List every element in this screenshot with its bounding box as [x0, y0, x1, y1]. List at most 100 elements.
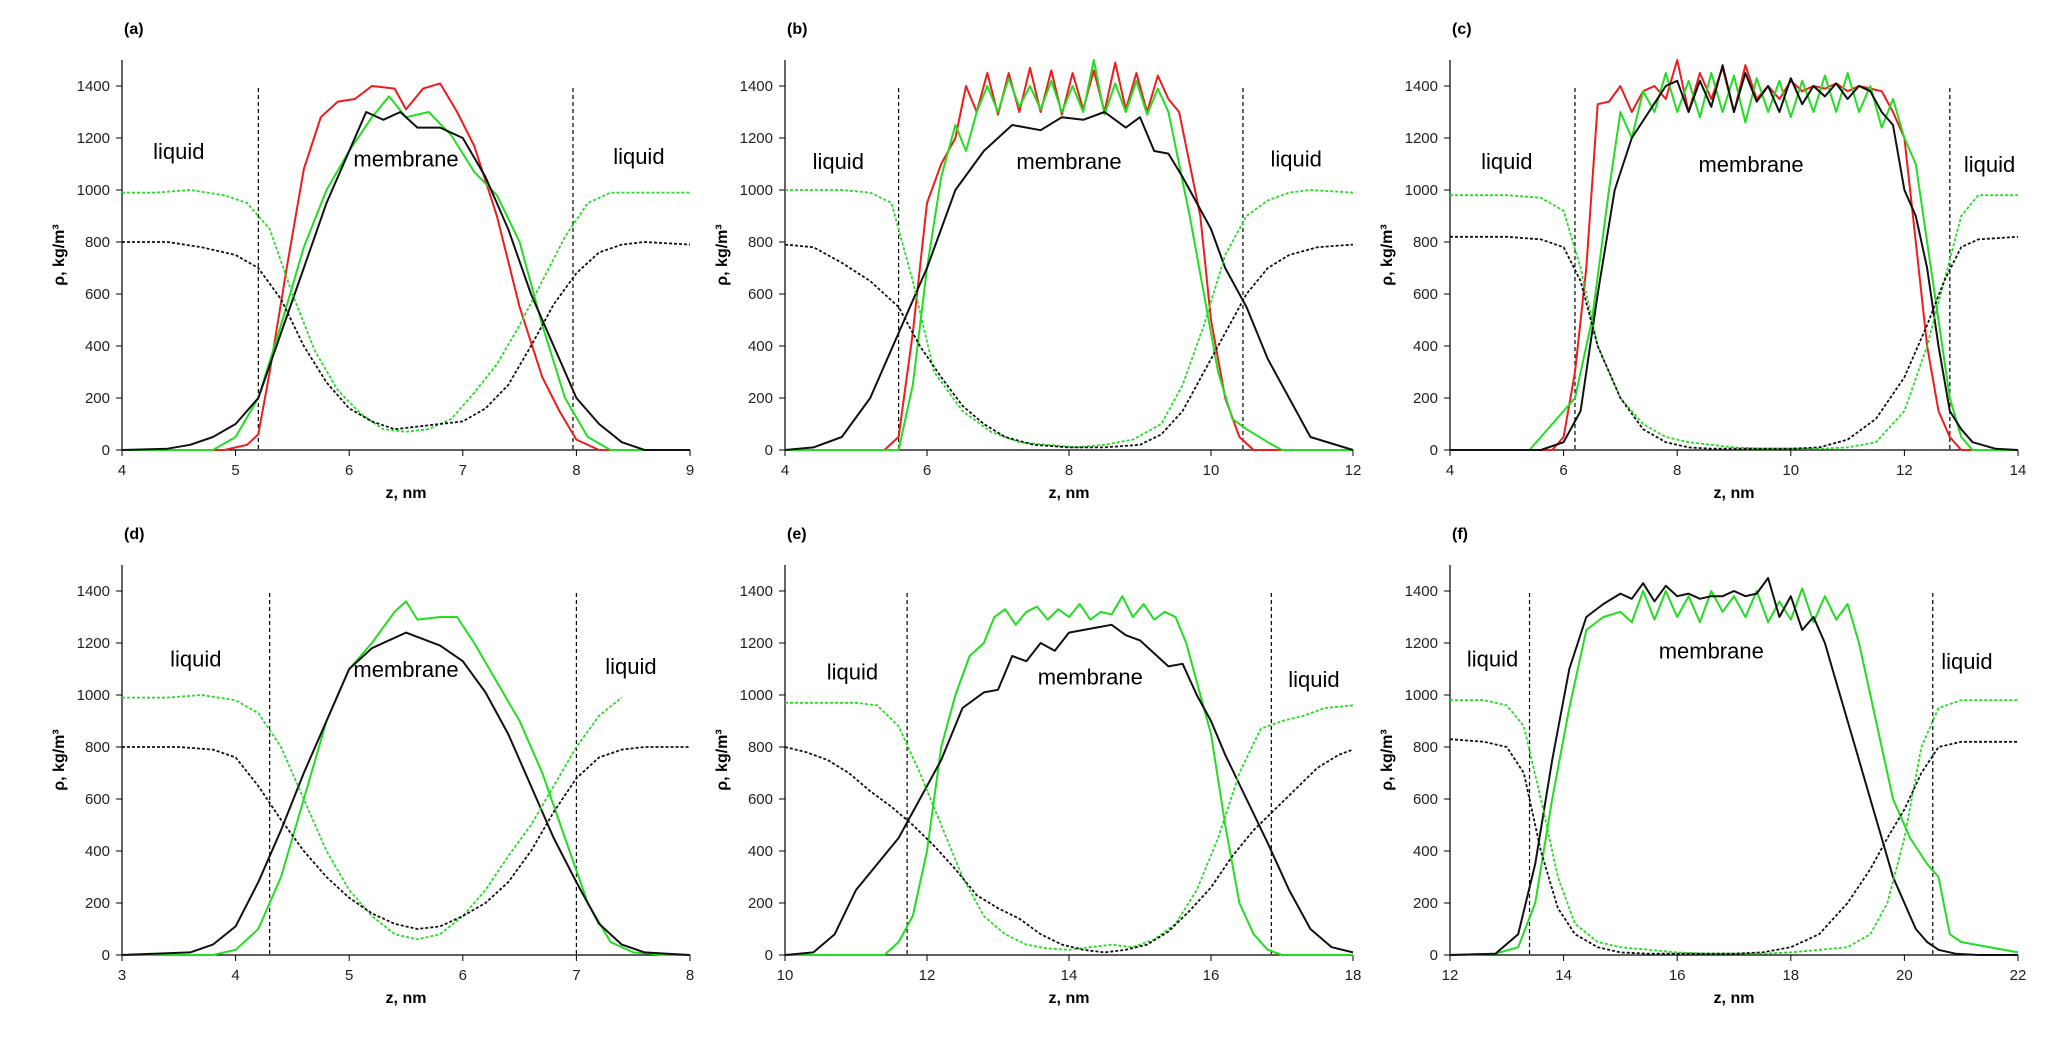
- series-line-black-dashed: [784, 243, 1354, 449]
- chart-panel-5: 0 200 400 600 800 1000 1200 1400 10 12 14 16 18 z, nm…: [714, 526, 1361, 1007]
- y-axis-label: ρ, kg/m³: [1379, 729, 1396, 790]
- y-tick-label: 400: [1413, 338, 1438, 355]
- panel-label: (f): [1452, 526, 1468, 543]
- x-tick-label: 4: [118, 462, 126, 479]
- x-tick-label: 4: [1446, 462, 1454, 479]
- region-annotation: membrane: [353, 147, 458, 172]
- chart-panel-3: 0 200 400 600 800 1000 1200 1400 4 6 8 10 12 14 z, nm ρ…: [1379, 21, 2026, 502]
- x-tick-label: 6: [923, 462, 931, 479]
- x-tick-label: 8: [1673, 462, 1681, 479]
- x-tick-label: 8: [686, 967, 694, 984]
- series-line-black-solid: [784, 623, 1354, 956]
- y-tick-label: 1200: [77, 635, 110, 652]
- y-tick-label: 200: [1413, 390, 1438, 407]
- y-tick-label: 800: [85, 234, 110, 251]
- x-tick-label: 7: [459, 462, 467, 479]
- series-line-red-solid: [1450, 59, 2018, 451]
- region-annotation: liquid: [1481, 149, 1532, 174]
- x-axis-label: z, nm: [386, 485, 427, 502]
- x-tick-label: 12: [1442, 967, 1459, 984]
- panel-label: (b): [787, 21, 807, 38]
- region-annotation: liquid: [1964, 152, 2015, 177]
- x-tick-label: 14: [1061, 967, 1078, 984]
- x-tick-label: 6: [459, 967, 467, 984]
- y-tick-label: 1200: [740, 635, 773, 652]
- chart-panel-6: 0 200 400 600 800 1000 1200 1400 12 14 16 18 20 22 z, …: [1379, 526, 2026, 1007]
- y-tick-label: 0: [1430, 947, 1438, 964]
- region-annotation: liquid: [605, 654, 656, 679]
- x-tick-label: 14: [1555, 967, 1572, 984]
- y-tick-label: 1400: [77, 583, 110, 600]
- y-tick-label: 0: [102, 442, 110, 459]
- region-annotation: liquid: [1288, 667, 1339, 692]
- x-axis-label: z, nm: [1714, 990, 1755, 1007]
- series-line-green-dashed: [1450, 699, 2018, 955]
- chart-panel-1: 0 200 400 600 800 1000 1200 1400 4 5 6 7 8 9 z, nm ρ, k…: [51, 21, 694, 502]
- region-annotation: membrane: [1698, 152, 1803, 177]
- y-tick-label: 600: [748, 791, 773, 808]
- y-tick-label: 1200: [1405, 130, 1438, 147]
- x-tick-label: 3: [118, 967, 126, 984]
- series-line-black-solid: [121, 111, 690, 451]
- y-axis-label: ρ, kg/m³: [51, 729, 68, 790]
- y-tick-label: 1200: [740, 130, 773, 147]
- panel-label: (a): [124, 21, 144, 38]
- x-tick-label: 4: [231, 967, 239, 984]
- y-tick-label: 600: [1413, 791, 1438, 808]
- y-tick-label: 600: [1413, 286, 1438, 303]
- y-tick-label: 1400: [1405, 583, 1438, 600]
- y-tick-label: 0: [765, 442, 773, 459]
- series-line-green-dashed: [122, 189, 690, 433]
- x-tick-label: 16: [1669, 967, 1686, 984]
- y-tick-label: 0: [1430, 442, 1438, 459]
- x-tick-label: 7: [572, 967, 580, 984]
- y-tick-label: 800: [1413, 234, 1438, 251]
- panel-label: (d): [124, 526, 144, 543]
- region-annotation: liquid: [153, 139, 204, 164]
- x-tick-label: 4: [781, 462, 789, 479]
- y-tick-label: 400: [748, 843, 773, 860]
- x-axis-label: z, nm: [386, 990, 427, 1007]
- y-tick-label: 200: [748, 895, 773, 912]
- x-tick-label: 12: [919, 967, 936, 984]
- y-tick-label: 200: [85, 895, 110, 912]
- x-tick-label: 5: [345, 967, 353, 984]
- x-tick-label: 8: [1065, 462, 1073, 479]
- y-tick-label: 600: [85, 286, 110, 303]
- series-line-black-solid: [121, 631, 691, 956]
- x-tick-label: 10: [1203, 462, 1220, 479]
- y-tick-label: 600: [85, 791, 110, 808]
- y-axis-label: ρ, kg/m³: [1379, 224, 1396, 285]
- region-annotation: liquid: [613, 144, 664, 169]
- series-line-red-solid: [122, 82, 690, 451]
- series-line-green-dashed: [122, 694, 623, 941]
- series-line-black-dashed: [122, 746, 690, 930]
- x-tick-label: 6: [345, 462, 353, 479]
- y-tick-label: 1000: [1405, 182, 1438, 199]
- y-tick-label: 200: [748, 390, 773, 407]
- x-tick-label: 20: [1896, 967, 1913, 984]
- y-tick-label: 1000: [77, 182, 110, 199]
- series-line-green-dashed: [785, 189, 1354, 449]
- series-line-black-dashed: [122, 241, 691, 431]
- region-annotation: liquid: [170, 646, 221, 671]
- y-tick-label: 1000: [1405, 687, 1438, 704]
- x-tick-label: 6: [1559, 462, 1567, 479]
- panel-label: (e): [787, 526, 807, 543]
- x-tick-label: 8: [572, 462, 580, 479]
- region-annotation: membrane: [1016, 149, 1121, 174]
- x-axis-label: z, nm: [1049, 990, 1090, 1007]
- region-annotation: liquid: [827, 659, 878, 684]
- y-tick-label: 400: [85, 843, 110, 860]
- series-line-black-solid: [1449, 577, 2018, 956]
- series-line-green-solid: [785, 595, 1353, 956]
- x-tick-label: 16: [1203, 967, 1220, 984]
- y-tick-label: 400: [1413, 843, 1438, 860]
- y-tick-label: 800: [748, 234, 773, 251]
- region-annotation: liquid: [1941, 649, 1992, 674]
- region-annotation: membrane: [1659, 639, 1764, 664]
- y-tick-label: 800: [1413, 739, 1438, 756]
- y-tick-label: 800: [85, 739, 110, 756]
- series-line-green-solid: [122, 95, 690, 451]
